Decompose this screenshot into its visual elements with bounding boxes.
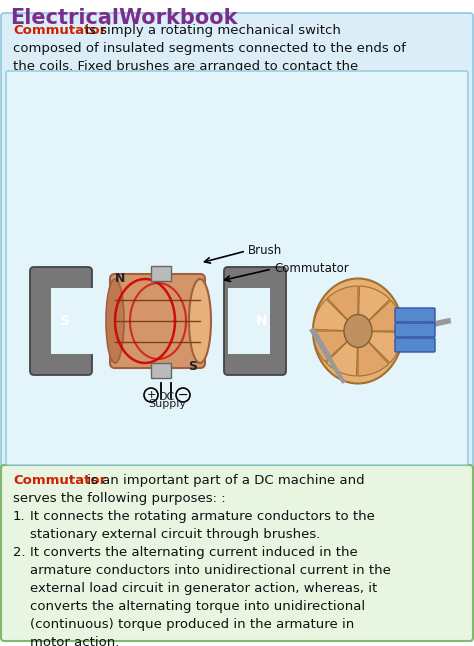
Text: Commutator: Commutator xyxy=(13,24,106,37)
Text: Commutator: Commutator xyxy=(13,474,106,487)
FancyBboxPatch shape xyxy=(30,267,92,375)
Text: N: N xyxy=(115,271,125,284)
Text: external load circuit in generator action, whereas, it: external load circuit in generator actio… xyxy=(30,582,377,595)
Wedge shape xyxy=(358,286,390,331)
Text: is an important part of a DC machine and: is an important part of a DC machine and xyxy=(83,474,365,487)
FancyBboxPatch shape xyxy=(395,308,435,322)
Text: N: N xyxy=(256,314,268,328)
FancyBboxPatch shape xyxy=(395,338,435,352)
Wedge shape xyxy=(358,300,403,331)
Ellipse shape xyxy=(313,278,403,384)
Wedge shape xyxy=(326,331,358,376)
Bar xyxy=(151,363,171,378)
Text: 2.: 2. xyxy=(13,546,26,559)
FancyBboxPatch shape xyxy=(6,71,468,465)
Wedge shape xyxy=(328,286,358,331)
Text: S: S xyxy=(60,314,70,328)
Text: (continuous) torque produced in the armature in: (continuous) torque produced in the arma… xyxy=(30,618,354,631)
FancyBboxPatch shape xyxy=(51,288,93,354)
Ellipse shape xyxy=(106,279,124,363)
Text: 1.: 1. xyxy=(13,510,26,523)
FancyBboxPatch shape xyxy=(395,323,435,337)
Ellipse shape xyxy=(344,315,372,348)
Text: It connects the rotating armature conductors to the: It connects the rotating armature conduc… xyxy=(30,510,375,523)
FancyBboxPatch shape xyxy=(1,465,473,641)
Text: −: − xyxy=(178,388,188,402)
FancyBboxPatch shape xyxy=(1,13,473,471)
Text: It converts the alternating current induced in the: It converts the alternating current indu… xyxy=(30,546,358,559)
Bar xyxy=(151,266,171,281)
Text: Brush: Brush xyxy=(248,244,282,258)
Text: ElectricalWorkbook: ElectricalWorkbook xyxy=(10,8,237,28)
Text: S: S xyxy=(189,360,198,373)
Text: is simply a rotating mechanical switch: is simply a rotating mechanical switch xyxy=(81,24,341,37)
Text: Commutator: Commutator xyxy=(274,262,349,275)
Wedge shape xyxy=(313,331,358,362)
Text: the coils. Fixed brushes are arranged to contact the: the coils. Fixed brushes are arranged to… xyxy=(13,60,358,73)
Text: DC: DC xyxy=(159,392,175,402)
Text: motor action.: motor action. xyxy=(30,636,119,646)
Wedge shape xyxy=(358,331,403,363)
FancyBboxPatch shape xyxy=(224,267,286,375)
Text: stationary external circuit through brushes.: stationary external circuit through brus… xyxy=(30,528,320,541)
FancyBboxPatch shape xyxy=(228,288,270,354)
Text: serves the following purposes: :: serves the following purposes: : xyxy=(13,492,226,505)
Wedge shape xyxy=(313,299,358,331)
Text: converts the alternating torque into unidirectional: converts the alternating torque into uni… xyxy=(30,600,365,613)
Text: +: + xyxy=(146,390,155,400)
Ellipse shape xyxy=(189,279,211,363)
Wedge shape xyxy=(358,331,389,376)
FancyBboxPatch shape xyxy=(110,274,205,368)
Text: Supply: Supply xyxy=(148,399,186,409)
Text: commutator segments as shown below,: commutator segments as shown below, xyxy=(13,78,279,91)
Text: composed of insulated segments connected to the ends of: composed of insulated segments connected… xyxy=(13,42,406,55)
Text: armature conductors into unidirectional current in the: armature conductors into unidirectional … xyxy=(30,564,391,577)
